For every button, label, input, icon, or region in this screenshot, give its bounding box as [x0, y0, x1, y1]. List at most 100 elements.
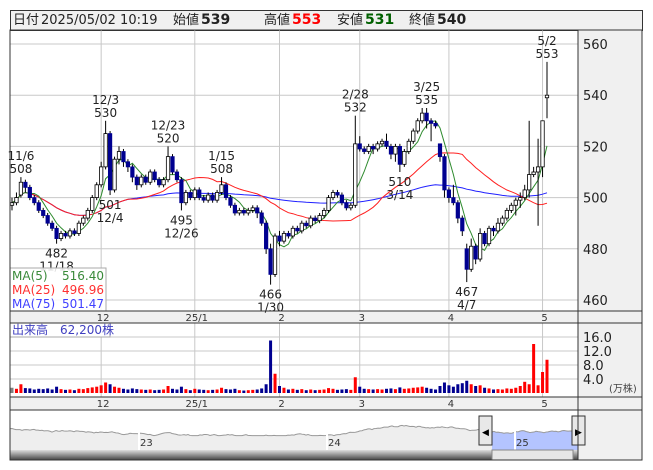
volume-bar: [251, 389, 255, 393]
volume-bar: [278, 386, 281, 393]
volume-bar: [81, 389, 85, 393]
axis-background: [578, 30, 642, 410]
price-annotation: 520: [157, 131, 180, 145]
volume-bar: [77, 388, 81, 393]
candle-body: [72, 230, 77, 234]
candle-body: [54, 227, 59, 239]
volume-bar: [478, 385, 482, 393]
candle-body: [504, 209, 509, 219]
volume-bar: [41, 389, 45, 393]
candle-body: [188, 192, 193, 198]
candle-body: [335, 192, 340, 196]
candle-body: [326, 197, 331, 211]
price-annotation: 535: [415, 93, 438, 107]
price-annotation: 482: [45, 247, 68, 261]
volume-bar: [536, 385, 540, 393]
navigator-right-arrow-icon: ▶: [575, 428, 582, 438]
month-tick-label: 4: [448, 399, 454, 410]
volume-bar: [385, 388, 388, 393]
volume-bar: [206, 390, 210, 393]
volume-bar: [166, 386, 170, 393]
volume-tick-label: 12.0: [583, 345, 612, 360]
candle-body: [67, 230, 73, 237]
volume-bar: [282, 387, 286, 393]
volume-bar: [300, 389, 304, 393]
volume-bar: [492, 389, 495, 393]
volume-bar: [55, 386, 59, 393]
candle-body: [455, 202, 460, 219]
candle-body: [527, 174, 532, 191]
month-tick-label: 3: [359, 399, 365, 410]
scrollbar-track: [10, 450, 578, 460]
navigator-year-label: 23: [140, 438, 153, 449]
candle-body: [272, 235, 278, 275]
candle-body: [437, 143, 443, 158]
volume-tick-label: 8.0: [583, 359, 604, 374]
volume-bar: [135, 389, 139, 393]
candle-body: [290, 227, 295, 237]
candle-body: [148, 171, 153, 183]
price-annotation: 466: [259, 288, 282, 302]
candle-body: [259, 212, 264, 224]
candle-body: [393, 145, 398, 155]
ma-legend-value: 496.96: [62, 283, 104, 297]
price-tick-label: 460: [583, 294, 608, 309]
price-tick-label: 560: [583, 38, 608, 53]
volume-bar: [447, 385, 451, 393]
volume-bar: [179, 386, 183, 393]
candle-body: [134, 176, 139, 186]
volume-bar: [28, 388, 32, 393]
ma-legend-value: 501.47: [62, 297, 104, 311]
high-value: 553: [292, 12, 322, 28]
month-tick-label: 4: [448, 313, 454, 324]
candle-body: [420, 112, 425, 122]
volume-bar: [19, 384, 23, 393]
panel-border: [9, 409, 643, 461]
month-tick-label: 25/1: [186, 399, 208, 410]
price-annotation: 501: [99, 198, 122, 212]
candle-body: [518, 197, 523, 201]
volume-bar: [358, 386, 362, 393]
volume-bar: [153, 390, 157, 393]
volume-bar: [188, 390, 192, 393]
volume-bar: [175, 389, 179, 393]
month-tick-label: 2: [278, 399, 284, 410]
candle-body: [397, 145, 402, 165]
navigator-left-handle[interactable]: [478, 415, 493, 446]
month-tick-label: 12: [97, 399, 110, 410]
price-annotation: 510: [388, 175, 411, 189]
candle-body: [228, 197, 233, 206]
candle-body: [45, 215, 50, 224]
candle-body: [353, 143, 358, 206]
volume-bar: [255, 389, 259, 393]
candle-body: [206, 194, 211, 201]
volume-bar: [211, 389, 215, 393]
candle-body: [317, 215, 322, 222]
volume-bar: [349, 389, 353, 393]
volume-bar: [237, 390, 241, 393]
volume-bar: [46, 388, 50, 393]
volume-bar: [295, 389, 299, 393]
candle-body: [14, 197, 19, 204]
candle-body: [9, 202, 15, 206]
candle-body: [27, 186, 32, 199]
volume-bar: [72, 390, 76, 393]
volume-bar: [286, 389, 290, 393]
volume-bar: [197, 389, 201, 393]
volume-bar: [291, 388, 295, 393]
candle-body: [250, 207, 255, 211]
volume-bar: [121, 388, 125, 393]
candle-body: [76, 222, 81, 234]
price-tick-label: 540: [583, 89, 608, 104]
candle-body: [428, 120, 434, 124]
volume-bar: [162, 389, 166, 393]
candle-body: [473, 245, 478, 260]
volume-bar: [117, 387, 121, 393]
candle-body: [36, 202, 41, 211]
volume-bar: [376, 389, 380, 393]
navigator-selection: [492, 430, 578, 450]
candle-body: [344, 202, 349, 209]
scrollbar-thumb[interactable]: [491, 449, 574, 461]
candle-body: [201, 197, 206, 201]
